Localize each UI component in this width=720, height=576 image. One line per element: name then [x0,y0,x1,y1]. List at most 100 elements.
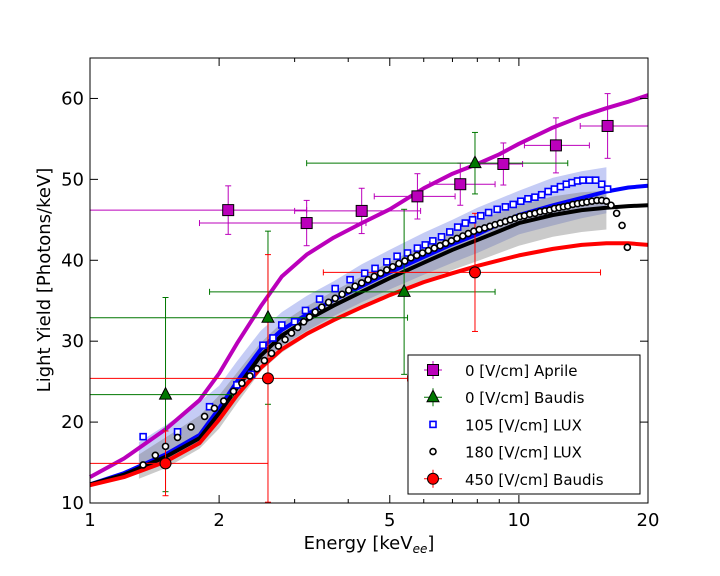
data-point [246,372,254,380]
y-axis-label: Light Yield [Photons/keV] [34,168,55,393]
data-point [364,275,372,284]
data-point [509,200,518,209]
data-point [388,262,397,271]
data-point [623,243,632,252]
data-point [395,259,403,268]
data-point [357,279,366,287]
legend-marker [427,472,439,485]
data-point [544,187,552,196]
data-point [476,211,485,220]
data-point [281,335,289,344]
data-point [618,221,626,230]
data-point [315,295,324,303]
data-point [277,321,286,329]
data-point [550,185,559,193]
data-point [585,176,594,184]
data-point [524,194,532,203]
data-point [549,139,562,152]
data-point [159,457,172,470]
data-point [468,216,477,224]
data-point [151,451,160,460]
data-point [355,204,368,217]
model-curve-2 [89,203,649,487]
y-tick-label: 40 [61,250,84,271]
data-point [238,379,246,388]
data-point [158,386,173,400]
data-point [429,237,437,245]
data-point [260,356,269,365]
data-point [454,178,467,191]
data-point [461,219,470,227]
data-point [413,244,422,252]
data-point [261,309,275,323]
legend-label: 0 [V/cm] Baudis [465,389,585,407]
data-point [407,254,415,262]
data-point [267,349,276,358]
data-point [579,176,587,184]
x-tick-label: 2 [213,510,224,531]
data-point [403,249,412,257]
data-point [331,284,340,293]
legend: 0 [V/cm] Aprile 0 [V/cm] Baudis 105 [V/cm]… [407,354,641,495]
data-point [382,266,391,274]
data-point [290,317,299,326]
legend-marker [429,420,437,429]
y-tick-label: 60 [61,88,84,109]
data-point [324,298,333,307]
legend-label: 0 [V/cm] Aprile [465,362,577,380]
data-point [305,313,314,321]
data-point [531,193,539,201]
data-point [346,275,354,284]
data-point [382,258,391,266]
data-point [299,317,308,326]
legend-label: 450 [V/cm] Baudis [465,471,604,489]
data-point [311,308,319,316]
x-axis-label: Energy [keVee] [304,533,435,556]
data-point [411,190,424,203]
data-point [468,155,482,169]
data-point [601,119,614,132]
data-point [516,197,525,206]
data-point [607,201,615,210]
uncertainty-band-0 [138,167,607,474]
data-point [501,203,510,211]
data-markers [139,119,632,470]
y-tick-label: 20 [61,412,84,433]
legend-label: 105 [V/cm] LUX [465,416,582,434]
legend-marker [429,447,437,456]
legend-label: 180 [V/cm] LUX [465,444,582,462]
data-point [200,412,209,421]
data-point [173,433,182,442]
data-point [274,342,283,350]
axis-ticks: 1 2 5 10 20 10 20 30 40 50 60 [61,58,659,531]
model-curve-0 [89,93,649,479]
x-tick-label: 5 [384,510,395,531]
data-point [139,432,147,441]
data-point [269,334,277,342]
data-point [351,282,359,290]
data-point [445,228,454,236]
data-point [371,264,379,273]
data-point [437,233,446,241]
data-point [301,306,310,315]
data-point [493,205,501,214]
data-point [187,423,195,431]
data-point [338,290,346,299]
data-point [219,397,228,405]
y-tick-label: 30 [61,331,84,352]
x-tick-label: 1 [84,510,95,531]
data-point [360,269,369,278]
data-point [229,387,238,396]
legend-marker [426,389,440,403]
plot-frame [89,57,649,504]
data-point [421,241,430,249]
data-point [344,286,353,295]
data-point [370,272,379,281]
data-point [210,404,219,413]
legend-box [407,354,641,495]
x-tick-label: 20 [637,510,660,531]
data-point [484,208,493,217]
data-point [612,209,621,218]
data-point [602,197,611,206]
